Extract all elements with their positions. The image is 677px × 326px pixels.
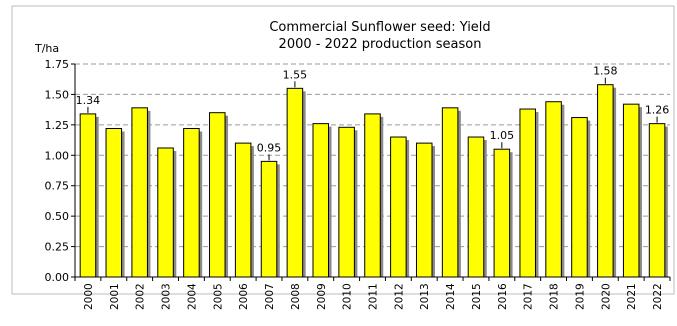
x-tick-label: 2016 bbox=[497, 283, 509, 310]
bar-2000 bbox=[79, 113, 97, 278]
y-tick-label: 0.50 bbox=[45, 210, 70, 223]
bar-2020 bbox=[597, 84, 614, 278]
bar-2017 bbox=[519, 108, 536, 278]
bar-2012 bbox=[390, 136, 407, 278]
y-tick-labels: 0.00 0.25 0.50 0.75 1.00 1.25 1.50 1.75 bbox=[45, 58, 75, 284]
y-tick-label: 1.50 bbox=[45, 88, 70, 101]
bar-2004 bbox=[183, 128, 200, 278]
bar-2005 bbox=[209, 112, 226, 278]
bar-2011 bbox=[364, 113, 381, 278]
y-tick-label: 0.75 bbox=[45, 180, 70, 193]
x-tick-label: 2017 bbox=[523, 283, 535, 310]
bar-2016 bbox=[493, 148, 511, 278]
bar-2022 bbox=[648, 123, 666, 278]
bar-2010 bbox=[338, 126, 355, 278]
x-tick-label: 2018 bbox=[549, 283, 561, 310]
bar-2018 bbox=[545, 101, 562, 278]
bar-2015 bbox=[467, 136, 485, 278]
data-labels: 1.34 0.95 1.55 1.05 1.58 1.26 bbox=[76, 65, 670, 161]
x-tick-label: 2001 bbox=[109, 283, 121, 310]
bar-2013 bbox=[415, 142, 433, 278]
bar-2008 bbox=[286, 87, 304, 278]
x-tick-label: 2014 bbox=[445, 283, 457, 310]
y-tick-label: 0.25 bbox=[45, 241, 70, 254]
y-tick-label: 1.25 bbox=[45, 119, 70, 132]
x-tick-label: 2002 bbox=[135, 283, 147, 310]
data-label-2016: 1.05 bbox=[490, 129, 515, 142]
bar-2009 bbox=[312, 123, 330, 278]
data-label-2020: 1.58 bbox=[593, 65, 618, 78]
x-tick-label: 2010 bbox=[342, 283, 354, 310]
x-tick-label: 2012 bbox=[393, 283, 405, 310]
bar-2001 bbox=[105, 128, 123, 278]
bars bbox=[79, 84, 668, 278]
chart-title: Commercial Sunflower seed: Yield bbox=[269, 20, 490, 35]
bar-2014 bbox=[441, 107, 459, 278]
data-label-2008: 1.55 bbox=[283, 68, 308, 81]
x-tick-label: 2007 bbox=[264, 283, 276, 310]
x-tick-label: 2005 bbox=[212, 283, 224, 310]
y-tick-label: 1.75 bbox=[45, 58, 70, 71]
x-tick-labels: 2000 2001 2002 2003 2004 2005 2006 2007 2008 2009… bbox=[74, 277, 671, 310]
y-axis-label: T/ha bbox=[34, 42, 59, 55]
bar-2006 bbox=[234, 142, 252, 278]
x-tick-label: 2004 bbox=[186, 283, 198, 310]
x-tick-label: 2022 bbox=[652, 283, 664, 310]
data-label-2022: 1.26 bbox=[645, 104, 670, 117]
x-tick-label: 2015 bbox=[471, 283, 483, 310]
x-tick-label: 2021 bbox=[626, 283, 638, 310]
x-tick-label: 2019 bbox=[574, 283, 586, 310]
bar-2002 bbox=[131, 107, 148, 278]
bar-2007 bbox=[260, 160, 278, 278]
x-tick-label: 2003 bbox=[161, 283, 173, 310]
bar-2021 bbox=[622, 103, 640, 278]
bar-2019 bbox=[571, 117, 588, 278]
data-label-2000: 1.34 bbox=[76, 94, 101, 107]
x-tick-label: 2011 bbox=[368, 283, 380, 310]
chart-subtitle: 2000 - 2022 production season bbox=[279, 37, 482, 52]
x-tick-label: 2006 bbox=[238, 283, 250, 310]
y-tick-label: 1.00 bbox=[45, 149, 70, 162]
x-tick-label: 2013 bbox=[419, 283, 431, 310]
x-tick-label: 2008 bbox=[290, 283, 302, 310]
x-tick-label: 2020 bbox=[600, 283, 612, 310]
data-label-2007: 0.95 bbox=[257, 141, 282, 154]
x-tick-label: 2009 bbox=[316, 283, 328, 310]
x-tick-label: 2000 bbox=[83, 283, 95, 310]
y-tick-label: 0.00 bbox=[45, 271, 70, 284]
bar-2003 bbox=[157, 147, 174, 278]
